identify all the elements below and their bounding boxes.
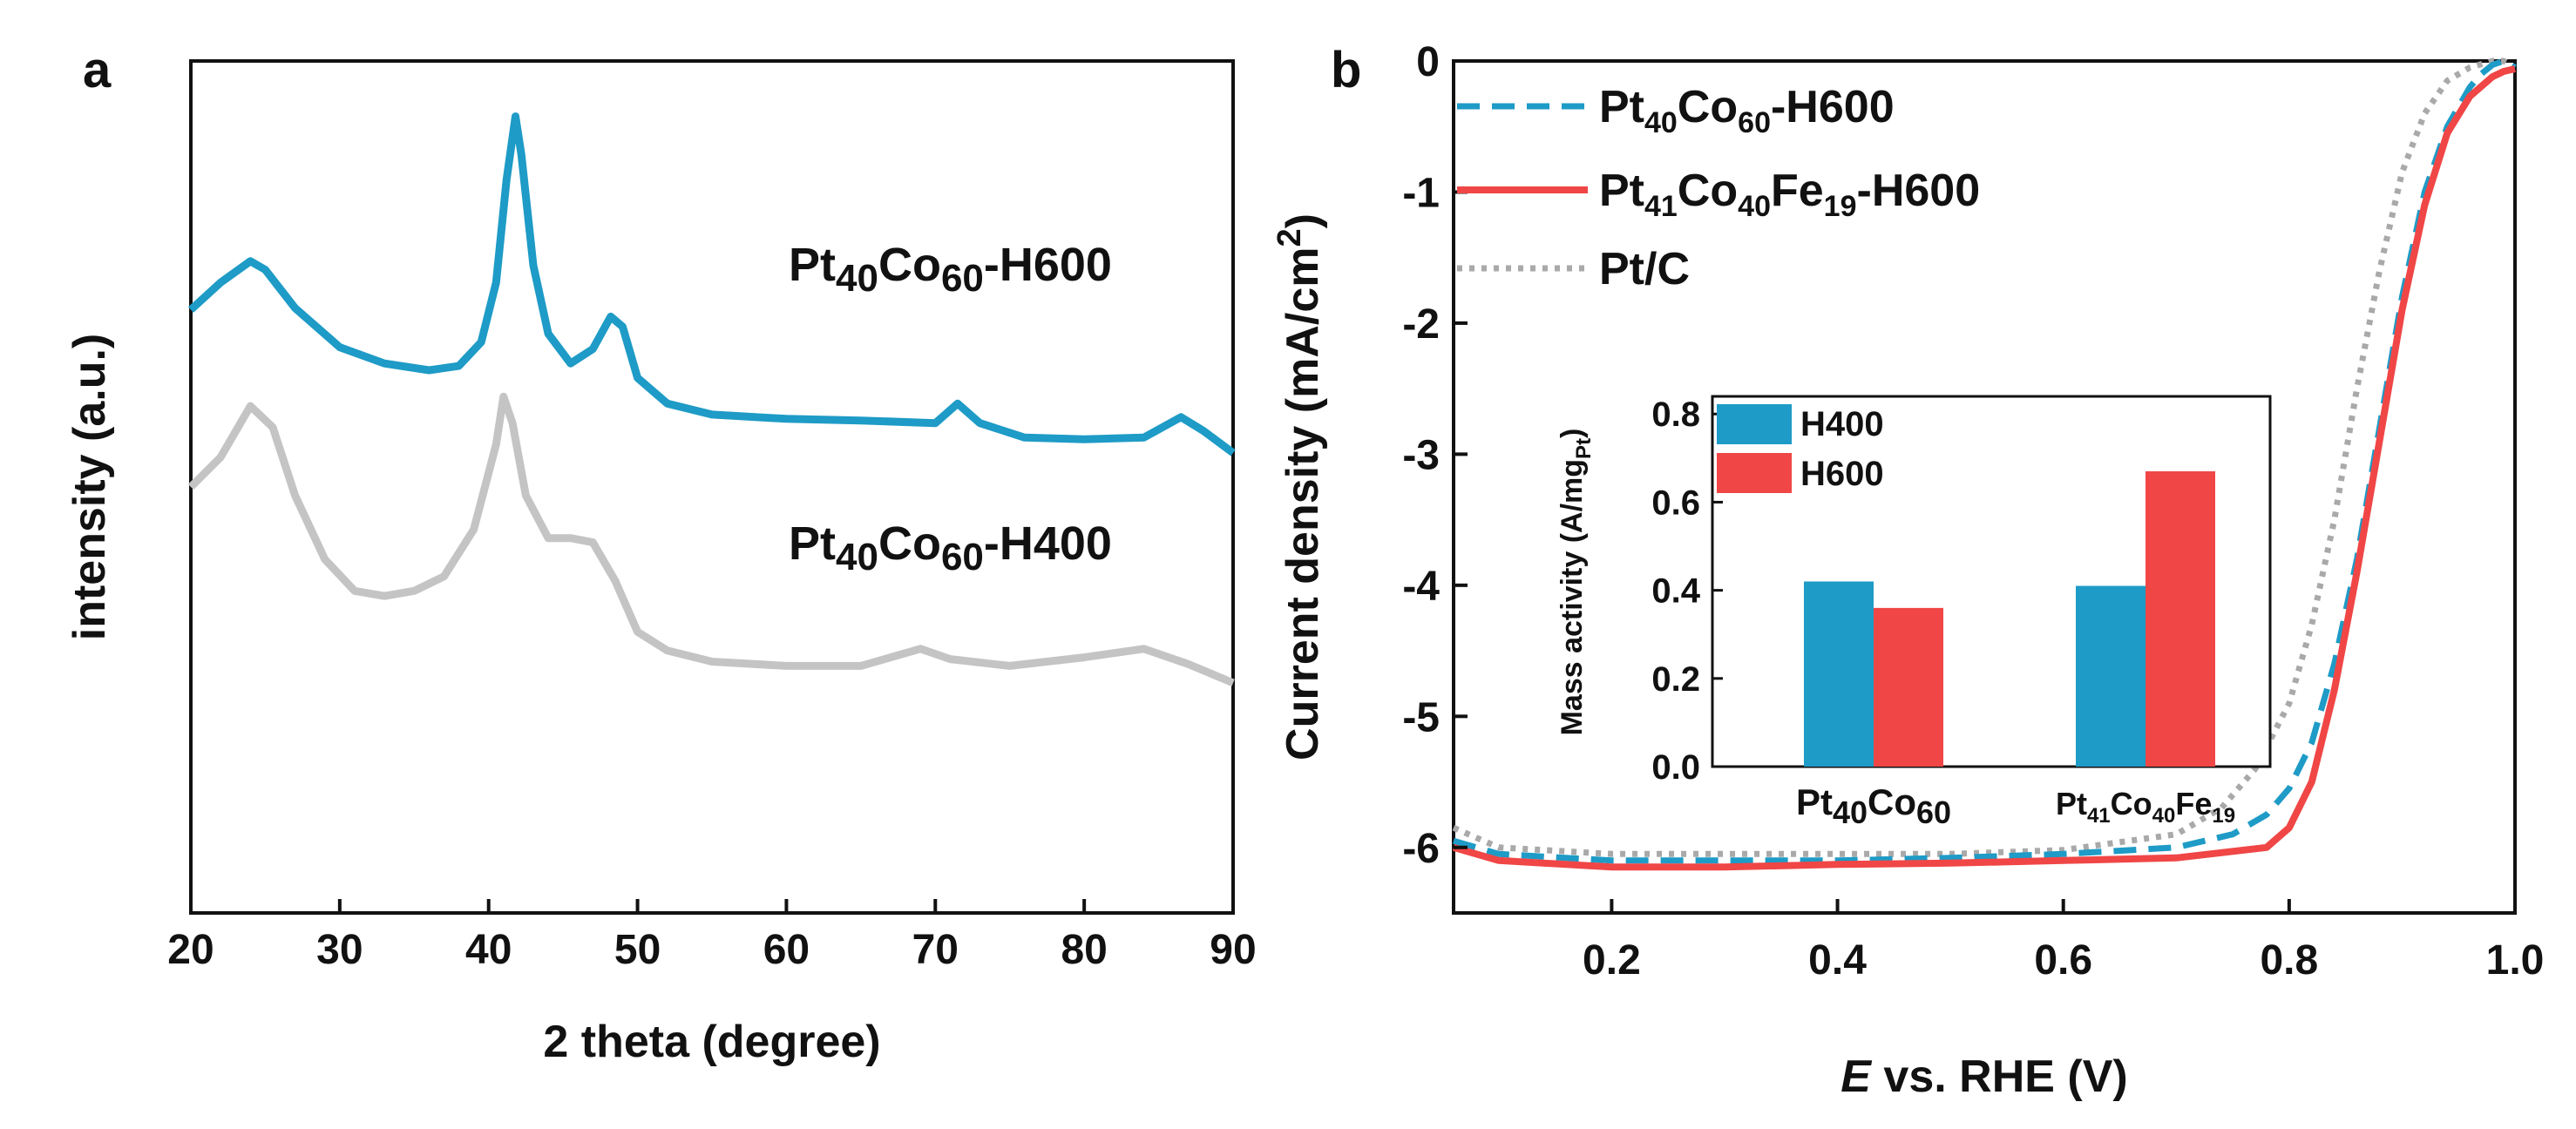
panel-b-legend: Pt40Co60-H600 Pt41Co40Fe19-H600 Pt/C: [1457, 82, 1980, 294]
inset-y-tick-label: 0.0: [1651, 748, 1700, 787]
inset-y-tick-label: 0.8: [1651, 395, 1700, 434]
panel-b-x-tick-label: 0.2: [1583, 937, 1641, 984]
panel-b-y-tick-label: -5: [1402, 694, 1440, 740]
inset-legend-swatch-h600: [1717, 453, 1792, 493]
panel-a-series-group: [187, 112, 1236, 687]
series-line-pt40co60-h600: [1453, 57, 2517, 864]
panel-a: a 20 30 40 50 60 70 80 90 2 theta (degree) inte…: [64, 42, 1257, 1067]
inset-category-label-pt40co60: Pt40Co60: [1796, 781, 1951, 830]
panel-b-y-tick-label: -6: [1402, 826, 1440, 872]
panel-a-x-tick-label: 20: [167, 927, 214, 973]
inset-y-tick-label: 0.6: [1651, 483, 1700, 522]
panel-a-x-tick-label: 70: [912, 927, 959, 973]
inset-legend-label-h400: H400: [1800, 405, 1884, 443]
series-label-h600: Pt40Co60-H600: [789, 239, 1112, 300]
inset-y-tick-label: 0.2: [1651, 660, 1700, 699]
panel-b-y-axis-label: Current density (mA/cm2): [1271, 213, 1328, 761]
panel-a-x-tick-label: 50: [614, 927, 661, 973]
inset-legend-label-h600: H600: [1800, 455, 1884, 493]
series-line-pt41co40fe19-h600: [1452, 65, 2516, 871]
panel-b-series-group: [1452, 57, 2517, 871]
panel-b-frame: [1452, 59, 2517, 915]
bar-pt41co40fe19-h400: [2076, 585, 2146, 767]
panel-a-x-tick-label: 80: [1061, 927, 1107, 973]
panel-b-y-tick-label: 0: [1416, 39, 1440, 85]
panel-a-y-axis-label: intensity (a.u.): [64, 334, 115, 640]
panel-a-x-ticks: 20 30 40 50 60 70 80 90: [167, 899, 1257, 973]
panel-a-x-axis-label: 2 theta (degree): [543, 1017, 880, 1067]
panel-a-frame: [189, 59, 1235, 915]
legend-label-pt41co40fe19-h600: Pt41Co40Fe19-H600: [1599, 166, 1980, 223]
series-line-pt40co60-h400: [187, 392, 1235, 687]
panel-b: b 0.2 0.4 0.6 0.8 1.0 0 -1 -2 -3 -4 -5 -6 E vs. RH…: [1271, 39, 2544, 1102]
legend-label-pt40co60-h600: Pt40Co60-H600: [1599, 82, 1895, 139]
panel-b-label: b: [1331, 42, 1361, 98]
series-line-pt40co60-h600: [187, 112, 1236, 456]
bar-pt40co60-h600: [1874, 607, 1943, 767]
panel-b-y-tick-label: -4: [1402, 564, 1440, 610]
panel-b-x-tick-label: 1.0: [2486, 937, 2545, 984]
panel-b-y-ticks: 0 -1 -2 -3 -4 -5 -6: [1402, 39, 1468, 872]
series-label-h400: Pt40Co60-H400: [789, 517, 1112, 578]
panel-b-y-tick-label: -3: [1402, 432, 1440, 478]
panel-b-x-ticks: 0.2 0.4 0.6 0.8 1.0: [1583, 899, 2544, 984]
panel-b-x-tick-label: 0.6: [2034, 937, 2092, 984]
inset-y-axis-label: Mass activity (A/mgPt): [1556, 429, 1596, 736]
inset-y-tick-label: 0.4: [1651, 572, 1700, 611]
bar-pt41co40fe19-h600: [2146, 471, 2215, 767]
inset-bar-chart: 0.0 0.2 0.4 0.6 0.8 H400 H600 Pt40Co60 Pt41C…: [1556, 395, 2272, 830]
legend-label-pt-c: Pt/C: [1599, 244, 1690, 294]
inset-legend-swatch-h400: [1717, 404, 1792, 444]
panel-a-x-tick-label: 40: [465, 927, 512, 973]
inset-y-ticks: 0.0 0.2 0.4 0.6 0.8: [1651, 395, 1723, 787]
panel-a-label: a: [83, 42, 112, 98]
inset-category-label-pt41co40fe19: Pt41Co40Fe19: [2056, 786, 2235, 828]
panel-b-y-tick-label: -2: [1402, 301, 1440, 348]
panel-a-x-tick-label: 60: [763, 927, 810, 973]
panel-b-x-tick-label: 0.8: [2260, 937, 2318, 984]
panel-a-x-tick-label: 30: [316, 927, 363, 973]
panel-b-y-tick-label: -1: [1402, 170, 1440, 216]
series-line-pt-c: [1452, 57, 2517, 857]
panel-b-x-axis-label: E vs. RHE (V): [1840, 1051, 2127, 1102]
bar-pt40co60-h400: [1804, 581, 1874, 767]
panel-b-x-tick-label: 0.4: [1808, 937, 1867, 984]
inset-bars: [1804, 471, 2215, 767]
panel-a-x-tick-label: 90: [1210, 927, 1256, 973]
